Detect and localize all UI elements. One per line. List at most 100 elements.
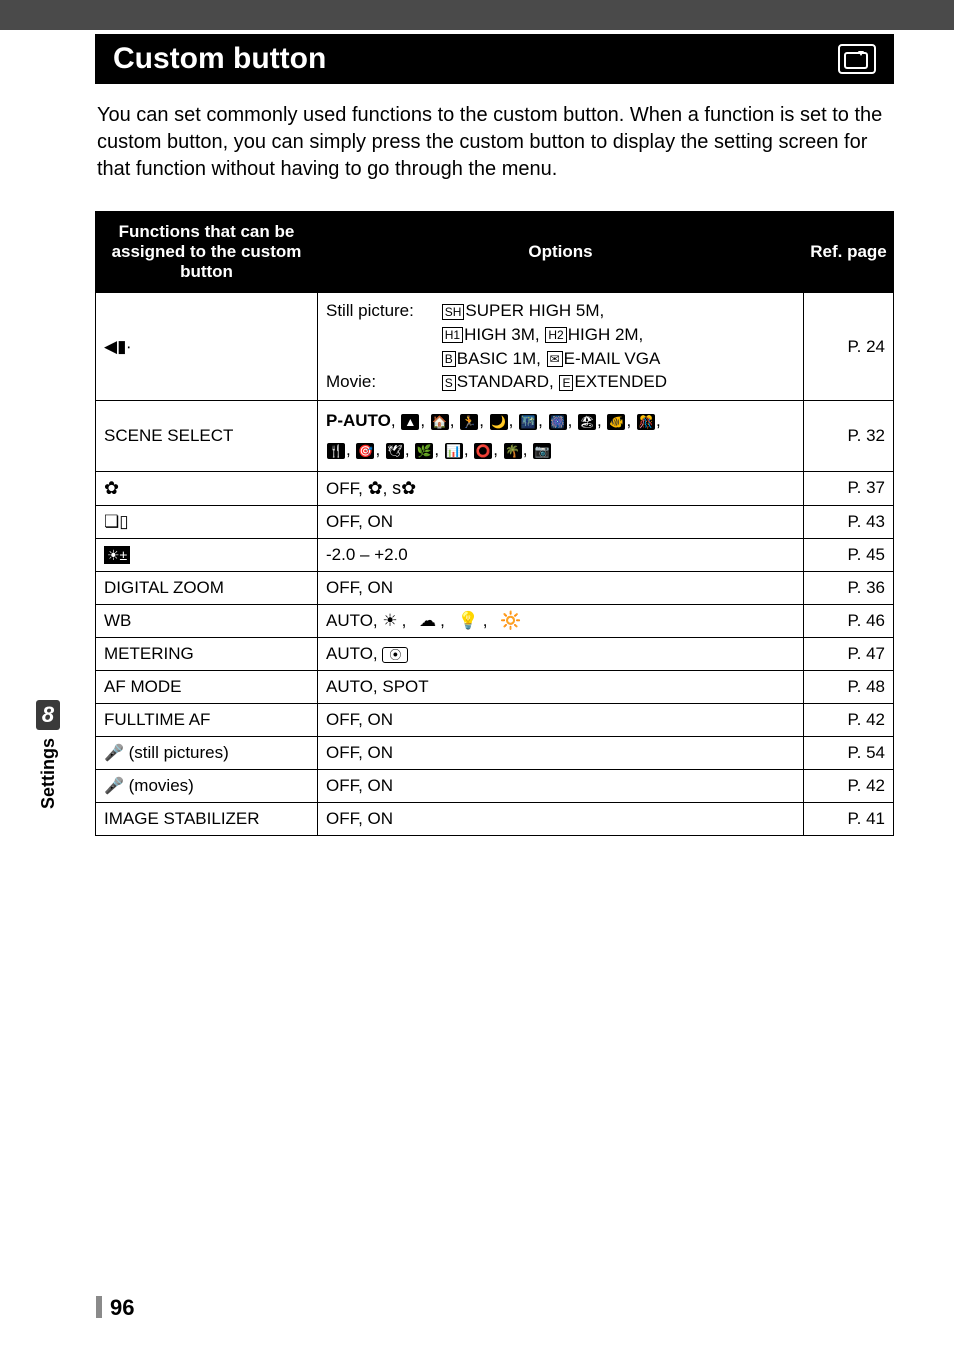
ref-faf: P. 42 [804, 703, 894, 736]
opt-mic-mov: OFF, ON [318, 769, 804, 802]
func-quality-icon: ◀▮∙ [96, 293, 318, 401]
scene-ico: 🎆 [549, 414, 567, 430]
mic-mov-suffix: (movies) [124, 776, 194, 795]
wb-icons: ☀, ☁, 💡, 🔆 [382, 611, 525, 630]
scene-ico: 🐠 [607, 414, 625, 430]
wb-fluor: 🔆 [500, 611, 525, 630]
func-faf: FULLTIME AF [96, 703, 318, 736]
scene-lead: P-AUTO [326, 411, 391, 430]
txt-sh: SUPER HIGH 5M, [465, 301, 604, 320]
func-mic-still: 🎤 (still pictures) [96, 736, 318, 769]
txt-s: STANDARD, [457, 372, 559, 391]
page-number: 96 [96, 1295, 134, 1321]
macro-i2: s✿ [392, 478, 416, 498]
page-content: Custom button You can set commonly used … [0, 34, 954, 836]
meter-lead: AUTO, [326, 644, 382, 663]
macro-off: OFF, [326, 479, 368, 498]
movie-label: Movie: [326, 370, 436, 394]
row-macro: ✿ OFF, ✿, s✿ P. 37 [96, 471, 894, 505]
row-wb: WB AUTO, ☀, ☁, 💡, 🔆 P. 46 [96, 604, 894, 637]
func-dzoom: DIGITAL ZOOM [96, 571, 318, 604]
movie-opts: SSTANDARD, EEXTENDED [441, 372, 667, 391]
opt-mic-still: OFF, ON [318, 736, 804, 769]
th-ref: Ref. page [804, 212, 894, 293]
box-e: E [559, 375, 573, 391]
spot-icon: ⦿ [382, 647, 408, 663]
row-meter: METERING AUTO, ⦿ P. 47 [96, 637, 894, 670]
th-options: Options [318, 212, 804, 293]
custom-button-icon [838, 44, 876, 74]
row-drive: ❏▯ OFF, ON P. 43 [96, 505, 894, 538]
opt-exp: -2.0 – +2.0 [318, 538, 804, 571]
opt-faf: OFF, ON [318, 703, 804, 736]
section-title-bar: Custom button [95, 34, 894, 84]
ref-mic-still: P. 54 [804, 736, 894, 769]
opt-quality: Still picture: SHSUPER HIGH 5M, H1HIGH 3… [318, 293, 804, 401]
scene-ico: ▲ [401, 414, 419, 430]
scene-ico: 🌿 [415, 443, 433, 459]
func-wb: WB [96, 604, 318, 637]
mic-icon: 🎤 [104, 778, 124, 795]
ref-scene: P. 32 [804, 401, 894, 472]
ref-mic-mov: P. 42 [804, 769, 894, 802]
box-h1: H1 [442, 327, 463, 343]
scene-ico: 📊 [445, 443, 463, 459]
txt-h1: HIGH 3M, [464, 325, 544, 344]
func-scene: SCENE SELECT [96, 401, 318, 472]
th-func: Functions that can be assigned to the cu… [96, 212, 318, 293]
scene-ico: 🕊 [386, 443, 404, 459]
ref-dzoom: P. 36 [804, 571, 894, 604]
ref-macro: P. 37 [804, 471, 894, 505]
ref-meter: P. 47 [804, 637, 894, 670]
scene-ico: 🌙 [490, 414, 508, 430]
functions-table: Functions that can be assigned to the cu… [95, 211, 894, 836]
opt-wb: AUTO, ☀, ☁, 💡, 🔆 [318, 604, 804, 637]
ref-quality: P. 24 [804, 293, 894, 401]
mic-still-suffix: (still pictures) [124, 743, 229, 762]
func-drive-icon: ❏▯ [96, 505, 318, 538]
scene-ico: 🎊 [637, 414, 655, 430]
side-tab: 8 Settings [28, 700, 68, 814]
ref-af: P. 48 [804, 670, 894, 703]
macro-i1: ✿ [368, 478, 383, 498]
ref-is: P. 41 [804, 802, 894, 835]
still-label: Still picture: [326, 299, 436, 323]
func-mic-mov: 🎤 (movies) [96, 769, 318, 802]
opt-meter: AUTO, ⦿ [318, 637, 804, 670]
ref-drive: P. 43 [804, 505, 894, 538]
txt-e: EXTENDED [574, 372, 667, 391]
txt-b: BASIC 1M, [457, 349, 546, 368]
opt-is: OFF, ON [318, 802, 804, 835]
opt-dzoom: OFF, ON [318, 571, 804, 604]
scene-ico: 🏖 [578, 414, 596, 430]
row-af: AF MODE AUTO, SPOT P. 48 [96, 670, 894, 703]
row-image-quality: ◀▮∙ Still picture: SHSUPER HIGH 5M, H1HI… [96, 293, 894, 401]
box-mail: ✉ [547, 351, 563, 367]
func-exp-icon: ☀± [96, 538, 318, 571]
scene-ico: 📷 [533, 443, 551, 459]
wb-cloud: ☁ [419, 611, 440, 630]
scene-ico: 🎯 [356, 443, 374, 459]
ref-exp: P. 45 [804, 538, 894, 571]
section-title: Custom button [113, 42, 326, 76]
scene-ico: 🍴 [327, 443, 345, 459]
row-is: IMAGE STABILIZER OFF, ON P. 41 [96, 802, 894, 835]
intro-text: You can set commonly used functions to t… [97, 102, 892, 183]
box-sh: SH [442, 304, 465, 320]
txt-h2: HIGH 2M, [568, 325, 644, 344]
ref-wb: P. 46 [804, 604, 894, 637]
chapter-label: Settings [38, 738, 59, 809]
row-mic-mov: 🎤 (movies) OFF, ON P. 42 [96, 769, 894, 802]
scene-ico: 🏃 [460, 414, 478, 430]
scene-ico: 🏠 [431, 414, 449, 430]
chapter-number: 8 [36, 700, 60, 730]
scene-ico: 🌴 [504, 443, 522, 459]
func-is: IMAGE STABILIZER [96, 802, 318, 835]
func-meter: METERING [96, 637, 318, 670]
row-exp: ☀± -2.0 – +2.0 P. 45 [96, 538, 894, 571]
box-h2: H2 [545, 327, 566, 343]
box-b: B [442, 351, 456, 367]
row-scene: SCENE SELECT P-AUTO, ▲, 🏠, 🏃, 🌙, 🌃, 🎆, 🏖… [96, 401, 894, 472]
scene-ico: 🌃 [519, 414, 537, 430]
row-faf: FULLTIME AF OFF, ON P. 42 [96, 703, 894, 736]
